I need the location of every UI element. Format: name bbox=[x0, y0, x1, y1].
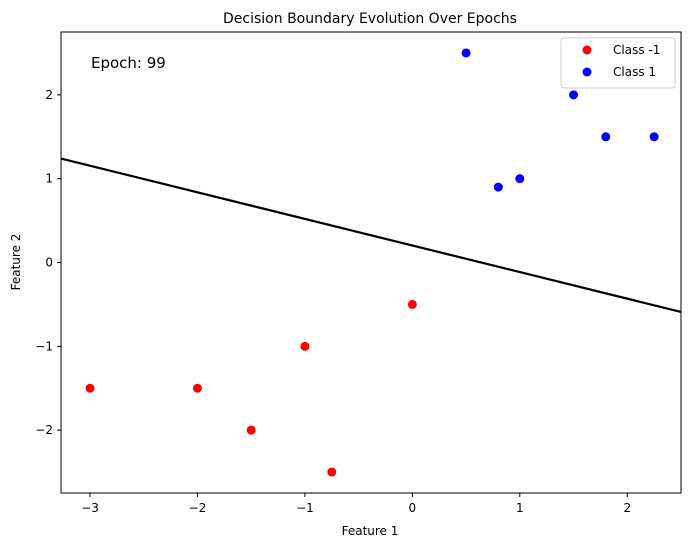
point-series1-1 bbox=[493, 182, 503, 192]
x-tick-label: 0 bbox=[409, 501, 417, 515]
x-tick-label: −1 bbox=[296, 501, 314, 515]
x-tick-label: −3 bbox=[81, 501, 99, 515]
point-series0-1 bbox=[192, 383, 202, 393]
point-series1-3 bbox=[569, 90, 579, 100]
y-axis-label: Feature 2 bbox=[9, 234, 23, 291]
y-tick-label: −1 bbox=[35, 339, 53, 353]
decision-boundary-line bbox=[60, 157, 682, 314]
plot-frame bbox=[60, 31, 682, 494]
x-tick-label: 2 bbox=[623, 501, 631, 515]
point-series0-0 bbox=[85, 383, 95, 393]
point-series0-4 bbox=[327, 467, 337, 477]
point-series0-5 bbox=[407, 299, 417, 309]
point-series1-2 bbox=[515, 174, 525, 184]
x-axis-ticks: −3 −2 −1 0 1 2 bbox=[81, 493, 631, 515]
y-tick-label: −2 bbox=[35, 423, 53, 437]
legend-label-series1: Class 1 bbox=[613, 65, 656, 79]
plot-area bbox=[60, 48, 682, 477]
y-tick-label: 0 bbox=[45, 256, 53, 270]
point-series0-2 bbox=[246, 425, 256, 435]
x-tick-label: −2 bbox=[189, 501, 207, 515]
x-tick-label: 1 bbox=[516, 501, 524, 515]
epoch-annotation: Epoch: 99 bbox=[91, 54, 166, 72]
y-tick-label: 2 bbox=[45, 88, 53, 102]
legend: Class -1 Class 1 bbox=[560, 37, 676, 89]
legend-marker-series0 bbox=[582, 45, 592, 55]
legend-marker-series1 bbox=[582, 67, 592, 77]
point-series1-0 bbox=[461, 48, 471, 58]
chart-title: Decision Boundary Evolution Over Epochs bbox=[223, 11, 517, 27]
point-series1-4 bbox=[601, 132, 611, 142]
y-tick-label: 1 bbox=[45, 172, 53, 186]
point-series1-5 bbox=[649, 132, 659, 142]
legend-label-series0: Class -1 bbox=[613, 43, 660, 57]
point-series0-3 bbox=[300, 341, 310, 351]
x-axis-label: Feature 1 bbox=[342, 524, 399, 538]
y-axis-ticks: −2 −1 0 1 2 bbox=[35, 88, 61, 437]
